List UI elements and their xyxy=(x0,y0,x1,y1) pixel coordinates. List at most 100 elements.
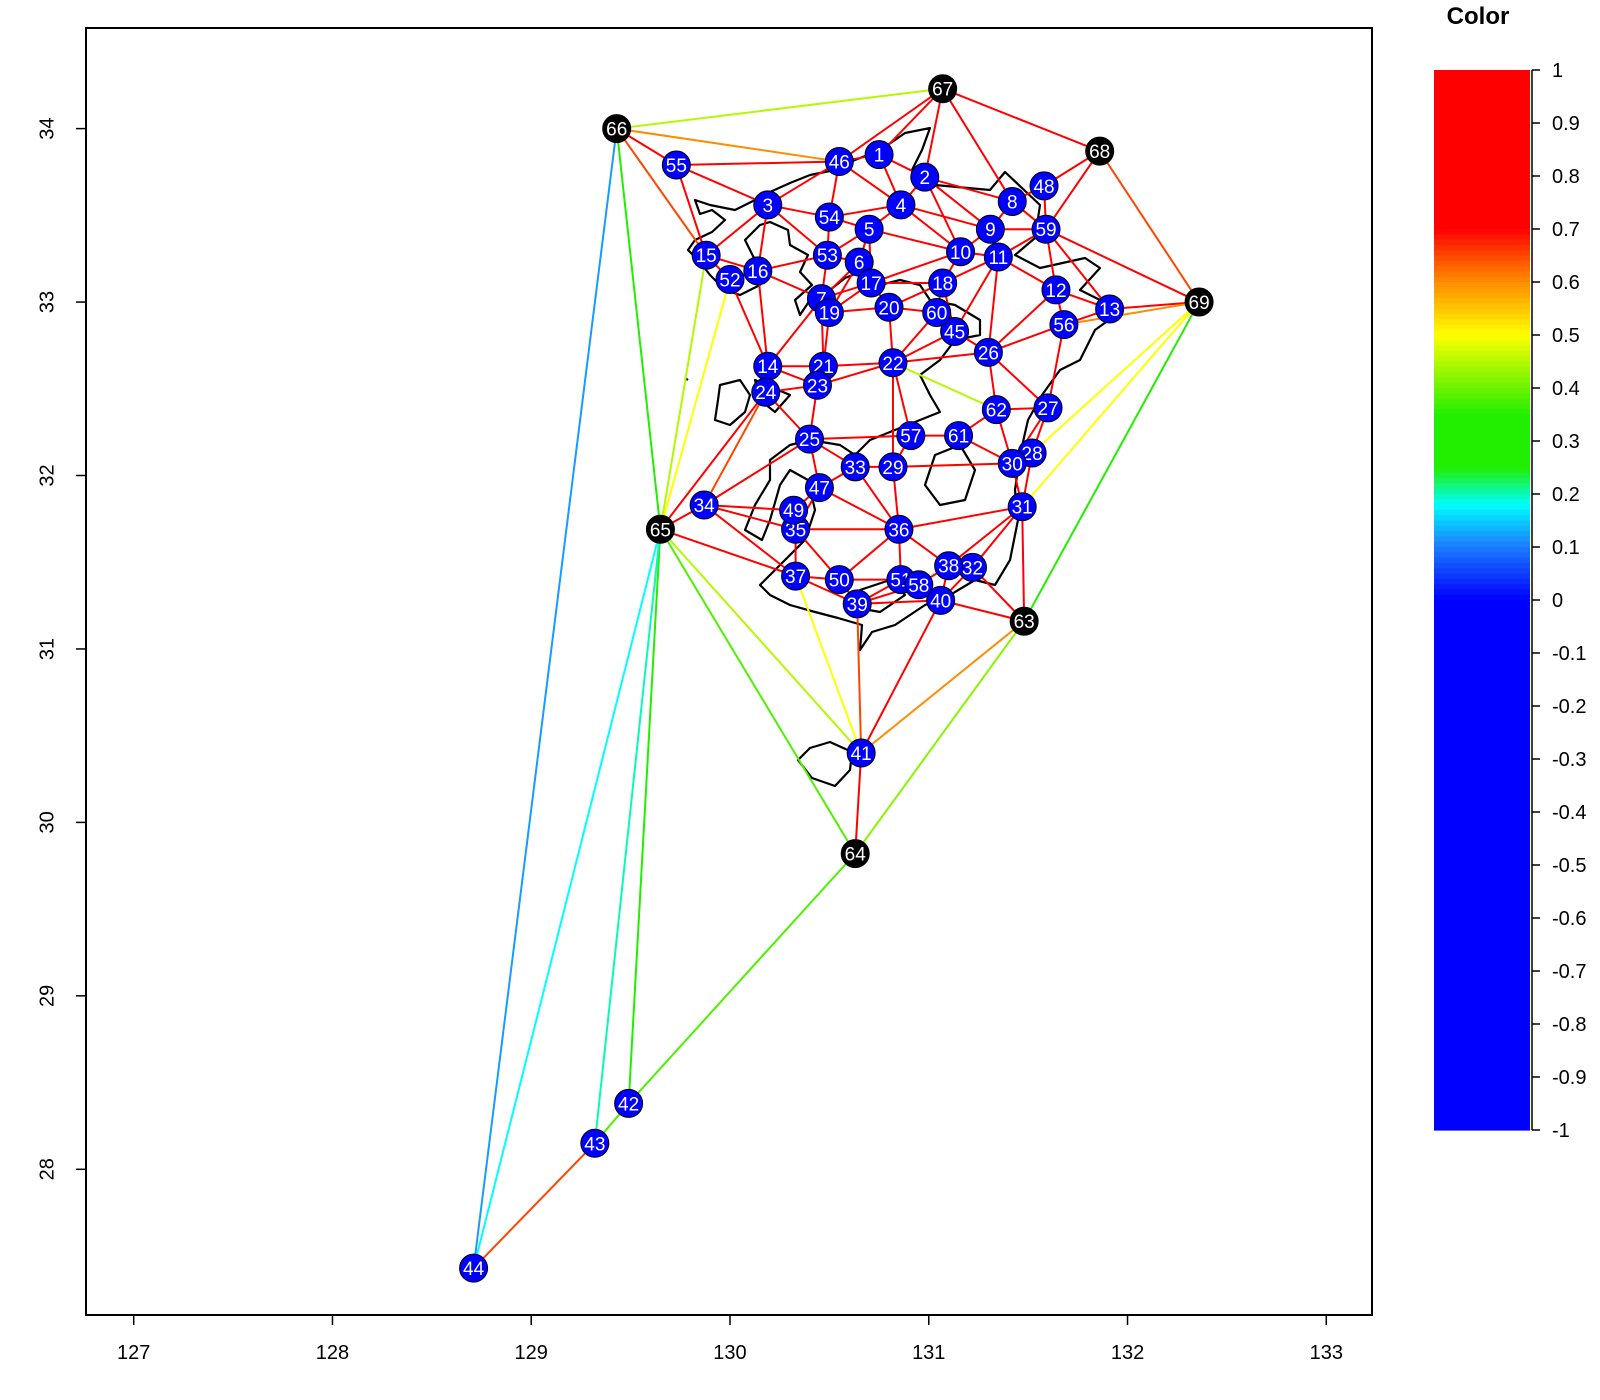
node-marker-9 xyxy=(975,214,1005,244)
colorbar-swatch xyxy=(1434,1077,1530,1083)
node-label-55: 55 xyxy=(666,156,687,177)
colorbar-swatch xyxy=(1434,986,1530,993)
colorbar-swatch xyxy=(1434,1092,1530,1099)
y-tick-label-28: 28 xyxy=(36,1158,58,1180)
colorbar-swatch xyxy=(1434,1055,1530,1062)
node-marker-27 xyxy=(1033,393,1063,423)
node-36: 36 xyxy=(884,514,914,544)
colorbar-swatch xyxy=(1434,817,1530,824)
colorbar-swatch xyxy=(1434,1045,1530,1052)
node-marker-43 xyxy=(580,1128,610,1158)
edge-40-41 xyxy=(860,599,942,754)
node-23: 23 xyxy=(802,370,832,400)
node-40: 40 xyxy=(926,585,956,615)
colorbar-legend: Color 1 0.9 0.8 0.7 0.6 0.5 0.4 0.3 0.2 0.1 0 -0.1 -0… xyxy=(1434,3,1586,1142)
edge-34-35 xyxy=(703,504,796,531)
colorbar-swatch xyxy=(1434,621,1530,628)
edge-57-25 xyxy=(809,434,911,441)
colorbar-swatch xyxy=(1434,393,1530,400)
edge-16-14 xyxy=(756,270,769,367)
y-tick-label-31: 31 xyxy=(36,638,58,660)
node-label-64: 64 xyxy=(845,845,867,866)
edge-24-34 xyxy=(703,391,767,506)
colorbar-swatch xyxy=(1434,573,1530,580)
colorbar-swatch xyxy=(1434,154,1530,161)
colorbar-swatch xyxy=(1434,287,1530,294)
colorbar-tick-label: 0.4 xyxy=(1552,378,1580,400)
colorbar-swatch xyxy=(1434,250,1530,257)
node-9: 9 xyxy=(975,214,1005,244)
node-marker-42 xyxy=(614,1088,644,1118)
node-30: 30 xyxy=(997,448,1027,478)
colorbar-swatch xyxy=(1434,181,1530,188)
y-tick-label-32: 32 xyxy=(36,464,58,486)
colorbar-swatch xyxy=(1434,191,1530,198)
colorbar-swatch xyxy=(1434,690,1530,696)
colorbar-swatch xyxy=(1434,578,1530,585)
node-marker-19 xyxy=(814,297,844,327)
edge-10-17 xyxy=(870,250,961,284)
colorbar-swatch xyxy=(1434,992,1530,999)
colorbar-swatch xyxy=(1434,361,1530,368)
node-marker-24 xyxy=(751,377,781,407)
colorbar-swatch xyxy=(1434,536,1530,543)
node-label-37: 37 xyxy=(785,567,806,588)
colorbar-swatch xyxy=(1434,928,1530,935)
colorbar-swatch xyxy=(1434,785,1530,792)
colorbar-swatch xyxy=(1434,366,1530,373)
colorbar-swatch xyxy=(1434,1124,1530,1131)
colorbar-swatch xyxy=(1434,313,1530,320)
colorbar-swatch xyxy=(1434,796,1530,802)
colorbar-swatch xyxy=(1434,324,1530,331)
node-label-19: 19 xyxy=(819,303,840,324)
edge-52-14 xyxy=(729,279,769,367)
colorbar-tick-label: 0.1 xyxy=(1552,537,1580,559)
node-marker-48 xyxy=(1029,171,1059,201)
node-label-58: 58 xyxy=(908,576,929,597)
node-label-3: 3 xyxy=(762,196,773,217)
node-label-15: 15 xyxy=(696,246,717,267)
edge-41-64 xyxy=(854,752,863,854)
node-3: 3 xyxy=(753,190,783,220)
colorbar-swatch xyxy=(1434,875,1530,882)
node-31: 31 xyxy=(1007,492,1037,522)
node-26: 26 xyxy=(973,337,1003,367)
colorbar-swatch xyxy=(1434,923,1530,930)
colorbar-swatch xyxy=(1434,419,1530,426)
node-marker-18 xyxy=(928,268,958,298)
edge-67-2 xyxy=(923,88,944,178)
colorbar-swatch xyxy=(1434,1024,1530,1030)
colorbar-swatch xyxy=(1434,1018,1530,1025)
node-marker-5 xyxy=(854,214,884,244)
edge-68-59 xyxy=(1045,150,1101,230)
node-label-4: 4 xyxy=(896,196,907,217)
node-marker-29 xyxy=(878,452,908,482)
colorbar-swatch xyxy=(1434,700,1530,707)
x-tick-label-127: 127 xyxy=(117,1342,150,1364)
edge-69-31 xyxy=(1021,301,1200,508)
edge-41-63 xyxy=(860,620,1025,754)
node-label-28: 28 xyxy=(1022,444,1043,465)
colorbar-swatch xyxy=(1434,494,1530,500)
colorbar-swatch xyxy=(1434,340,1530,347)
node-label-49: 49 xyxy=(783,501,804,522)
node-45: 45 xyxy=(940,317,970,347)
colorbar-swatch xyxy=(1434,70,1530,76)
colorbar-swatch xyxy=(1434,552,1530,559)
colorbar-tick-label: 0.7 xyxy=(1552,219,1580,241)
node-label-36: 36 xyxy=(888,520,909,541)
node-label-60: 60 xyxy=(926,303,947,324)
colorbar-swatch xyxy=(1434,1029,1530,1036)
colorbar-swatch xyxy=(1434,414,1530,421)
colorbar-tick-label: 0.9 xyxy=(1552,113,1580,135)
colorbar-swatch xyxy=(1434,435,1530,442)
colorbar-swatch xyxy=(1434,960,1530,967)
colorbar-swatch xyxy=(1434,509,1530,516)
colorbar-swatch xyxy=(1434,515,1530,522)
colorbar-tick-label: 0.5 xyxy=(1552,325,1580,347)
colorbar-swatch xyxy=(1434,478,1530,484)
node-33: 33 xyxy=(840,452,870,482)
node-53: 53 xyxy=(812,240,842,270)
colorbar-swatch xyxy=(1434,843,1530,850)
